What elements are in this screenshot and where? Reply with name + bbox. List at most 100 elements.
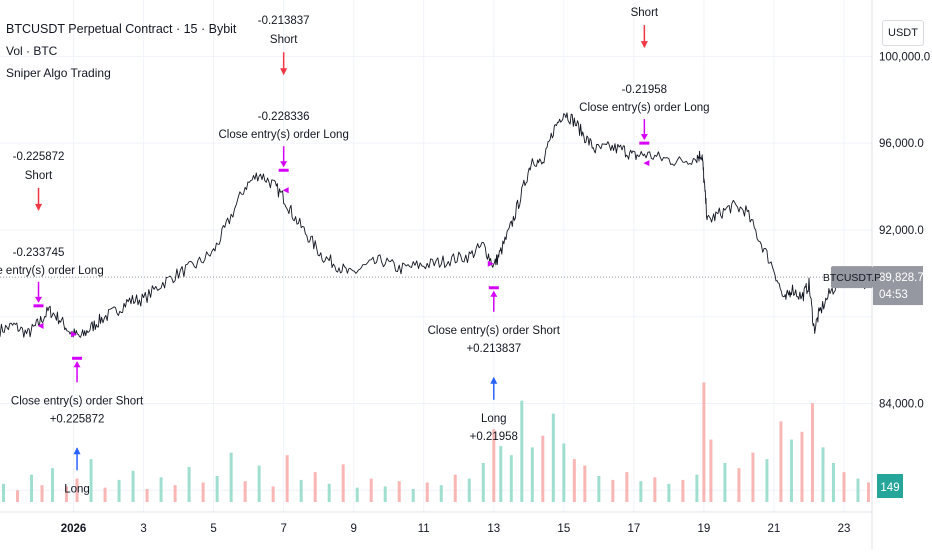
close-short-arrowhead bbox=[490, 290, 498, 297]
volume-bar bbox=[751, 452, 755, 502]
close-short-bar bbox=[488, 286, 499, 290]
close-long-tick bbox=[282, 187, 289, 194]
volume-bar bbox=[779, 421, 783, 502]
close-short-value: +0.213837 bbox=[466, 343, 521, 355]
last-price-value: 89,828.7 bbox=[879, 272, 924, 284]
volume-bar bbox=[709, 439, 713, 502]
volume-bar bbox=[481, 463, 485, 502]
volume-bar bbox=[89, 459, 93, 502]
indicator-legend[interactable]: Sniper Algo Trading bbox=[6, 66, 111, 80]
currency-button[interactable]: USDT bbox=[882, 20, 924, 46]
time-axis-tick-label: 3 bbox=[140, 523, 146, 535]
volume-bar bbox=[383, 486, 387, 502]
volume-bar bbox=[341, 464, 345, 502]
long-label: Long bbox=[481, 413, 507, 425]
close-long-value: -0.228336 bbox=[258, 111, 310, 123]
time-axis-tick-label: 13 bbox=[487, 523, 500, 535]
signal-markers: Short -0.225872 Close entry(s) order Long -… bbox=[0, 7, 710, 495]
volume-bar bbox=[583, 465, 587, 502]
volume-value-badge bbox=[877, 474, 903, 498]
volume-bar bbox=[831, 463, 835, 502]
volume-bar bbox=[667, 483, 671, 502]
close-short-value: +0.225872 bbox=[50, 413, 105, 425]
volume-bar bbox=[551, 413, 555, 502]
close-long-value: -0.233745 bbox=[13, 247, 65, 259]
volume-bar bbox=[492, 429, 496, 502]
volume-bar bbox=[639, 481, 643, 502]
short-arrowhead bbox=[640, 41, 648, 49]
time-axis-tick-label: 23 bbox=[838, 523, 851, 535]
volume-bar bbox=[702, 382, 706, 502]
volume-bar bbox=[159, 477, 163, 502]
short-label: Short bbox=[631, 7, 659, 19]
volume-bar bbox=[572, 459, 576, 502]
close-long-label: Close entry(s) order Long bbox=[579, 102, 709, 114]
close-long-bar bbox=[33, 304, 44, 308]
price-axis-tick-label: 84,000.0 bbox=[879, 399, 924, 411]
volume-bar bbox=[499, 446, 503, 502]
volume-bar bbox=[821, 447, 825, 502]
volume-bar bbox=[299, 479, 303, 502]
volume-bar bbox=[520, 400, 524, 502]
close-short-label: Close entry(s) order Short bbox=[11, 395, 144, 407]
chart-grid bbox=[0, 0, 872, 512]
volume-bar bbox=[117, 479, 121, 502]
close-short-label: Close entry(s) order Short bbox=[428, 325, 561, 337]
volume-bar bbox=[271, 486, 275, 502]
volume-bar bbox=[411, 489, 415, 502]
volume-bar bbox=[439, 485, 443, 502]
volume-bar bbox=[65, 486, 69, 502]
time-axis-tick-label: 11 bbox=[418, 523, 430, 535]
close-long-bar bbox=[278, 168, 289, 172]
volume-bar bbox=[16, 490, 20, 502]
volume-bar bbox=[467, 478, 471, 502]
time-axis-tick-label: 9 bbox=[350, 523, 356, 535]
short-arrowhead bbox=[280, 68, 288, 76]
short-arrowhead bbox=[35, 203, 43, 211]
volume-bar bbox=[131, 470, 135, 502]
volume-bar bbox=[541, 435, 545, 502]
volume-legend[interactable]: Vol · BTC bbox=[6, 44, 58, 58]
close-long-arrowhead bbox=[35, 296, 43, 303]
volume-bar bbox=[51, 468, 55, 502]
last-price-countdown: 04:53 bbox=[879, 289, 908, 301]
volume-bar bbox=[215, 476, 219, 502]
volume-bar bbox=[397, 481, 401, 502]
volume-bar bbox=[723, 463, 727, 502]
volume-bar bbox=[425, 482, 429, 502]
volume-bar bbox=[313, 472, 317, 502]
volume-bar bbox=[530, 447, 534, 502]
close-long-arrowhead bbox=[640, 134, 648, 141]
volume-bar bbox=[509, 455, 513, 502]
volume-bar bbox=[625, 472, 629, 502]
short-label: Short bbox=[25, 170, 53, 182]
volume-bar bbox=[597, 476, 601, 502]
volume-bar bbox=[355, 487, 359, 502]
close-short-tick bbox=[487, 260, 494, 267]
symbol-tag-box bbox=[831, 266, 873, 289]
time-axis-tick-label: 21 bbox=[768, 523, 781, 535]
volume-bar bbox=[810, 403, 814, 502]
volume-bar bbox=[866, 482, 870, 502]
time-axis-tick-label: 2026 bbox=[61, 523, 87, 535]
volume-bar bbox=[453, 474, 457, 502]
volume-bar bbox=[681, 479, 685, 502]
time-axis-tick-label: 5 bbox=[210, 523, 216, 535]
volume-bar bbox=[653, 477, 657, 502]
long-arrowhead bbox=[73, 447, 81, 455]
volume-bar bbox=[856, 478, 860, 502]
price-line bbox=[0, 112, 873, 338]
volume-bar bbox=[695, 474, 699, 502]
close-long-tick bbox=[37, 322, 44, 329]
volume-bar bbox=[173, 485, 177, 502]
price-axis-tick-label: 92,000.0 bbox=[879, 225, 924, 237]
close-long-label: Close entry(s) order Long bbox=[0, 265, 104, 277]
volume-bar bbox=[145, 489, 149, 502]
symbol-title[interactable]: BTCUSDT Perpetual Contract · 15 · Bybit bbox=[6, 22, 237, 36]
close-long-label: Close entry(s) order Long bbox=[218, 129, 348, 141]
price-series bbox=[0, 112, 873, 338]
short-value: -0.225872 bbox=[13, 151, 65, 163]
